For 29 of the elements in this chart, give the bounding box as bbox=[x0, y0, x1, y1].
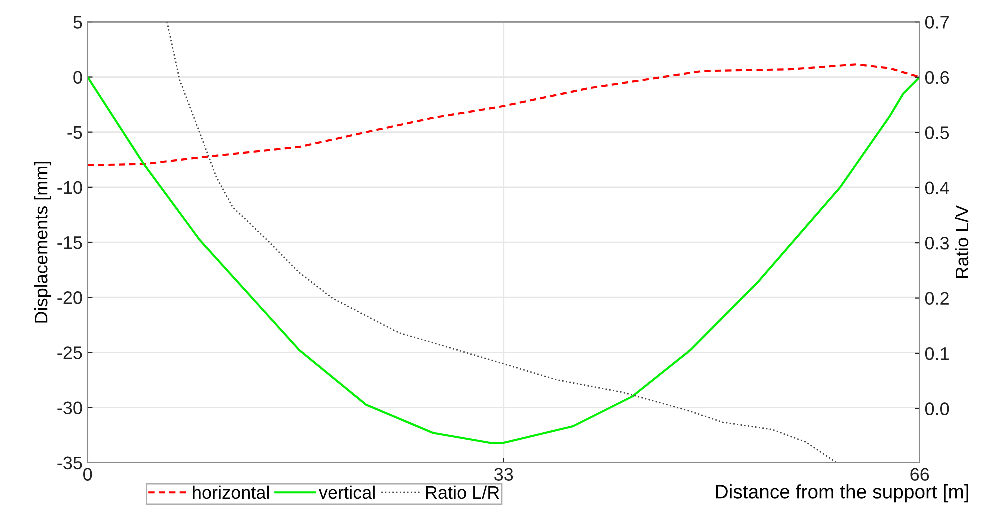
y-tick-label: -30 bbox=[58, 402, 82, 414]
y-tick-label: -5 bbox=[68, 126, 82, 140]
y2-tick-label: 0.7 bbox=[925, 16, 949, 29]
y2-tick-label: 0.5 bbox=[925, 126, 950, 140]
legend-label: Ratio L/R bbox=[426, 486, 500, 500]
line-series bbox=[88, 64, 920, 166]
y-tick-label: 0 bbox=[74, 71, 82, 84]
y2-tick-label: 0.4 bbox=[925, 182, 950, 195]
y-tick-label: 5 bbox=[74, 16, 82, 29]
x-axis-title: Distance from the support [m] bbox=[716, 484, 968, 503]
y2-tick-label: 0.2 bbox=[925, 292, 949, 306]
y-tick-label: -10 bbox=[58, 181, 82, 194]
line-series bbox=[166, 22, 838, 463]
y2-tick-label: 0.1 bbox=[925, 347, 949, 360]
legend-label: vertical bbox=[319, 486, 375, 500]
y2-axis-title: Ratio L/V bbox=[955, 205, 969, 278]
x-tick-label: 0 bbox=[84, 468, 92, 481]
x-tick-label: 66 bbox=[910, 468, 930, 481]
y2-tick-label: 0.3 bbox=[925, 237, 950, 250]
y2-tick-label: 0.0 bbox=[925, 402, 950, 416]
y-tick-label: -15 bbox=[58, 236, 82, 250]
y-tick-label: -20 bbox=[58, 292, 82, 304]
line-series bbox=[88, 76, 920, 444]
y-tick-label: -25 bbox=[58, 346, 82, 360]
y-tick-label: -35 bbox=[58, 456, 82, 470]
y-axis-title: Displacements [mm] bbox=[34, 162, 52, 323]
legend-label: horizontal bbox=[193, 486, 270, 500]
x-tick-label: 33 bbox=[494, 468, 514, 481]
y2-tick-label: 0.6 bbox=[925, 71, 950, 84]
